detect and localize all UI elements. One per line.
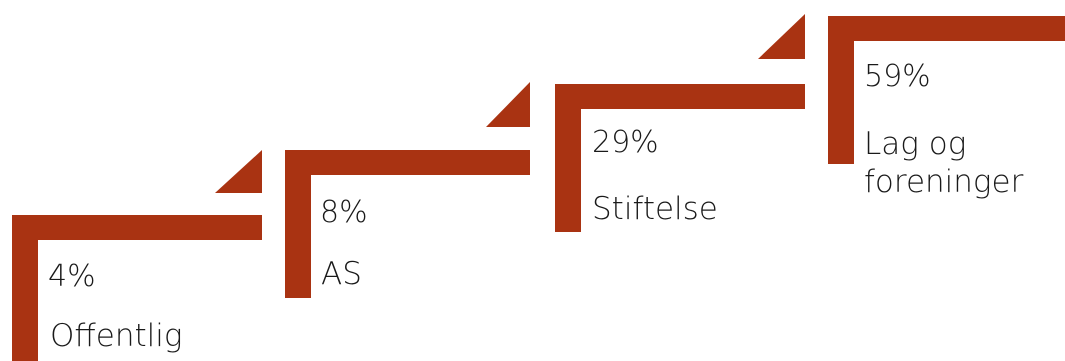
step-1-corner-triangle: [215, 150, 262, 193]
step-3-label: Stiftelse: [592, 191, 718, 227]
step-2-top-bar: [285, 150, 530, 175]
step-4-shape: [828, 16, 1065, 164]
step-2-corner-triangle: [486, 82, 530, 127]
step-4-vertical-bar: [828, 16, 854, 164]
step-1-percent: 4%: [48, 259, 96, 294]
step-3-top-bar: [555, 84, 805, 109]
step-3-shape: [555, 14, 805, 232]
step-4-label: Lag og foreninger: [864, 126, 1024, 200]
step-1-label: Offentlig: [50, 318, 183, 354]
step-3-percent: 29%: [592, 125, 659, 160]
step-4-percent: 59%: [864, 59, 931, 94]
step-1-shape: [12, 150, 262, 361]
step-1-vertical-bar: [12, 215, 38, 361]
step-3-vertical-bar: [555, 84, 581, 232]
step-2-vertical-bar: [285, 150, 311, 298]
step-2-label: AS: [321, 256, 362, 292]
step-4-top-bar: [828, 16, 1065, 41]
step-3-corner-triangle: [758, 14, 805, 59]
step-2-shape: [285, 82, 530, 298]
step-1-top-bar: [12, 215, 262, 240]
step-2-percent: 8%: [320, 195, 368, 230]
